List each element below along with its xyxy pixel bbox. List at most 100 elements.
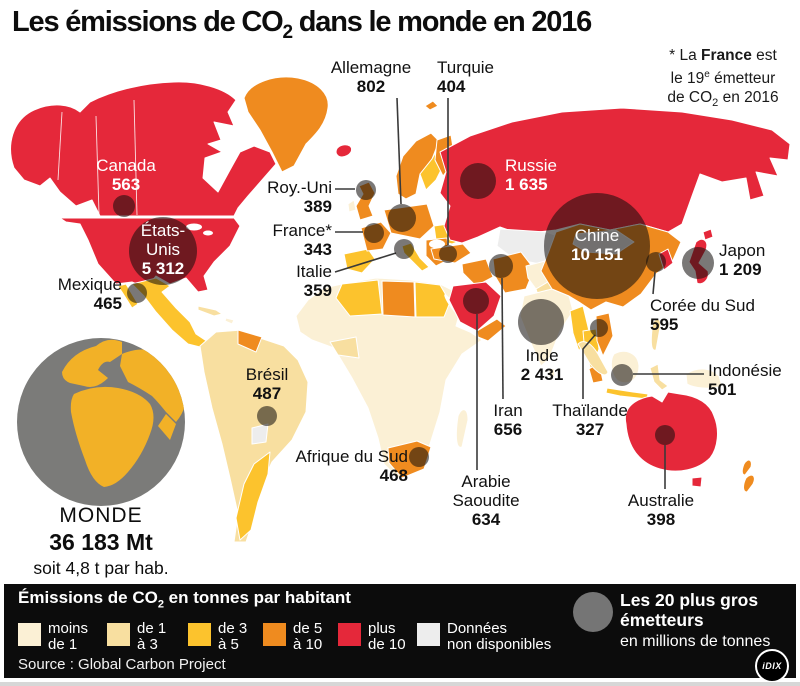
emitter-name: Thaïlande [552,401,628,420]
emitter-circle-indon-sie [611,364,633,386]
emitter-name: Italie [296,262,332,281]
emitter-circle-russie [460,163,496,199]
source-credit: Source : Global Carbon Project [18,656,226,673]
region-russia [439,107,791,244]
leader-line-italie [334,252,397,273]
region-iceland [335,144,353,158]
legend-bar: Émissions de CO2 en tonnes par habitant … [4,584,796,683]
legend-class-de-5-10: de 5 à 10 [263,621,322,653]
legend-class-plus-de-10: plus de 10 [338,621,406,653]
world-value: 36 183 Mt [49,529,153,555]
emitter-label-canada: Canada 563 [96,156,156,194]
region-yemen-oman [476,318,507,342]
emitter-name: Iran [493,401,523,420]
region-paraguay [251,423,269,445]
region-java [605,387,649,400]
idix-logo: iDIX [755,649,789,683]
region-nigeria [329,336,360,359]
emitter-circle-italie [394,239,414,259]
emitter-circle-br-sil [257,406,277,426]
emitter-value: 389 [303,197,332,216]
region-cuba [197,305,223,317]
emitter-label-allemagne: Allemagne 802 [331,58,411,96]
emitter-label-australie: Australie 398 [628,491,694,529]
emitter-label-italie: Italie 359 [296,262,332,300]
emitter-circle-japon [682,247,714,279]
region-greenland [243,76,329,173]
emitter-value: 802 [356,77,386,96]
leader-line-tha-lande [582,334,596,399]
emitter-value: 468 [379,466,408,485]
emitter-name: Inde [525,346,559,365]
emitter-value: 327 [575,420,605,439]
globe-icon [17,338,185,506]
emitter-name: Mexique [57,275,122,294]
legend-swatch [188,623,211,646]
bubble-size-icon [573,592,613,632]
region-canada-alaska [10,81,277,217]
legend-swatch [263,623,286,646]
emitter-name: États- Unis [140,221,186,259]
emitter-label-cor-e-du-sud: Corée du Sud 595 [650,296,755,334]
legend-swatch [18,623,41,646]
emitter-name: Australie [627,491,695,510]
legend-class-label: de 5 à 10 [293,620,323,653]
emitter-circle-iran [489,254,513,278]
emitter-value: 563 [111,175,141,194]
emitter-label-arabie-saoudite: Arabie Saoudite 634 [452,472,519,529]
world-label: MONDE [59,504,143,527]
emitter-circle-tats-unis [129,217,197,285]
emitter-name: Canada [96,156,156,175]
region-egypt [414,281,451,318]
emitter-circle-cor-e-du-sud [646,252,666,272]
emitter-label-br-sil: Brésil 487 [246,365,289,403]
region-iraq [461,258,494,287]
region-madagascar [455,409,469,448]
emitter-name: Roy.-Uni [267,178,332,197]
emitter-value: 10 151 [571,245,623,264]
legend-class-de-3-5: de 3 à 5 [188,621,247,653]
emitter-circle-australie [655,425,675,445]
leader-line-cor-e-du-sud [652,271,656,295]
region-philippines [650,318,661,351]
emitter-value: 487 [252,384,282,403]
emitter-name: Afrique du Sud [295,447,408,466]
emitter-value: 359 [303,281,332,300]
emitter-name: Turquie [437,58,495,77]
emitter-name: Corée du Sud [650,296,755,315]
emitter-label-japon: Japon 1 209 [719,241,765,279]
emitter-label-inde: Inde 2 431 [521,346,564,384]
emitter-label-iran: Iran 656 [493,401,522,439]
emitter-circle-france [364,223,384,243]
page-title: Les émissions de CO2 dans le monde en 20… [12,6,592,43]
world-total: MONDE 36 183 Mt soit 4,8 t par hab. [18,504,184,579]
emitter-circle-canada [113,195,135,217]
legend-class-label: plus de 10 [368,620,406,653]
region-venezuela [237,329,263,353]
emitter-label-afrique-du-sud: Afrique du Sud 468 [296,447,408,485]
bottom-edge [0,682,800,686]
emitter-label-indon-sie: Indonésie 501 [708,361,782,399]
emitter-name: Indonésie [708,361,782,380]
emitter-value: 343 [303,240,332,259]
legend-class-label: Données non disponibles [447,620,552,653]
legend-swatch [417,623,440,646]
emitter-circle-tha-lande [590,319,608,337]
emitter-label-chine: Chine 10 151 [571,226,623,264]
legend-title: Émissions de CO2 en tonnes par habitant [18,588,351,611]
emitter-value: 398 [646,510,676,529]
emitter-circle-turquie [439,245,457,263]
legend-class-label: de 3 à 5 [218,620,248,653]
legend-class-label: de 1 à 3 [137,620,167,653]
emitter-name: Arabie Saoudite [452,472,520,510]
legend-swatch [107,623,130,646]
emitter-circle-inde [518,299,564,345]
emitter-name: Allemagne [330,58,412,77]
emitter-circle-afrique-du-sud [409,447,429,467]
emitter-label-russie: Russie 1 635 [505,156,557,194]
emitter-value: 1 209 [719,260,762,279]
legend-swatch [338,623,361,646]
legend-class-moins-de-1: moins de 1 [18,621,88,653]
emitter-circle-arabie-saoudite [463,288,489,314]
